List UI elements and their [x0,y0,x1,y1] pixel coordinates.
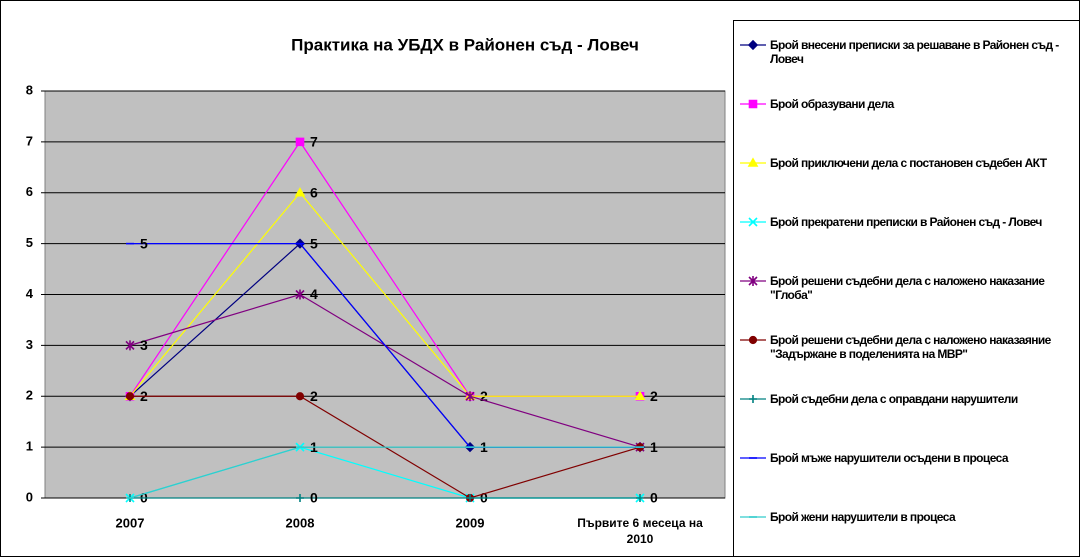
y-tick-label: 7 [26,133,33,148]
marker [747,157,759,167]
data-label: 0 [650,490,658,506]
data-label: 5 [310,235,318,251]
data-label: 3 [140,337,148,353]
legend-entry: Брой съдебни дела с оправдани нарушители [770,392,1018,406]
x-tick-label: 2008 [286,515,315,530]
x-tick-label: 2007 [116,515,145,530]
marker [295,137,305,147]
data-label: 0 [310,490,318,506]
legend-entry: Брой прекратени преписки в Районен съд -… [770,215,1042,229]
data-label: 2 [310,388,318,404]
marker [748,99,758,109]
marker [749,395,757,403]
chart-title: Практика на УБДХ в Районен съд - Ловеч [291,35,639,54]
y-tick-label: 3 [26,337,33,352]
y-tick-label: 4 [26,286,34,301]
marker [466,494,474,502]
series-line [129,191,640,397]
y-tick-label: 2 [26,388,33,403]
marker [465,391,475,402]
y-tick-label: 6 [26,184,33,199]
marker [634,390,646,401]
y-tick-label: 5 [26,235,33,250]
legend-entry: Брой образувани дела [770,97,894,111]
y-tick-label: 1 [26,439,33,454]
marker [748,335,758,345]
x-tick-label: Първите 6 месеца на 2010 [577,516,703,546]
legend-box [733,20,1080,557]
legend-entry: Брой решени съдебни дела с наложено нака… [770,274,1045,302]
y-tick-label: 0 [26,489,33,504]
legend-entry: Брой внесени преписки за решаване в Райо… [770,38,1059,66]
data-label: 7 [310,134,318,150]
marker [295,289,305,300]
data-label: 2 [650,388,658,404]
marker [748,217,758,227]
marker [294,187,306,197]
series-line [129,446,640,499]
x-tick-label: 2009 [456,515,485,530]
legend-entry: Брой решени съдебни дела с наложено нака… [770,333,1051,361]
legend-entry: Брой мъже нарушители осъдени в процеса [770,451,1009,465]
marker [295,392,305,401]
y-tick-label: 8 [26,82,33,97]
marker [748,276,758,286]
legend-entry: Брой жени нарушители в процеса [770,510,956,524]
marker [296,494,304,502]
data-label: 6 [310,184,318,200]
data-label: 4 [310,286,318,302]
marker [747,39,759,51]
marker [125,340,135,351]
data-label: 1 [650,439,658,455]
data-label: 5 [140,235,148,251]
marker [125,392,135,401]
legend-entry: Брой приключени дела с постановен съдебе… [770,156,1047,170]
marker [636,494,644,502]
